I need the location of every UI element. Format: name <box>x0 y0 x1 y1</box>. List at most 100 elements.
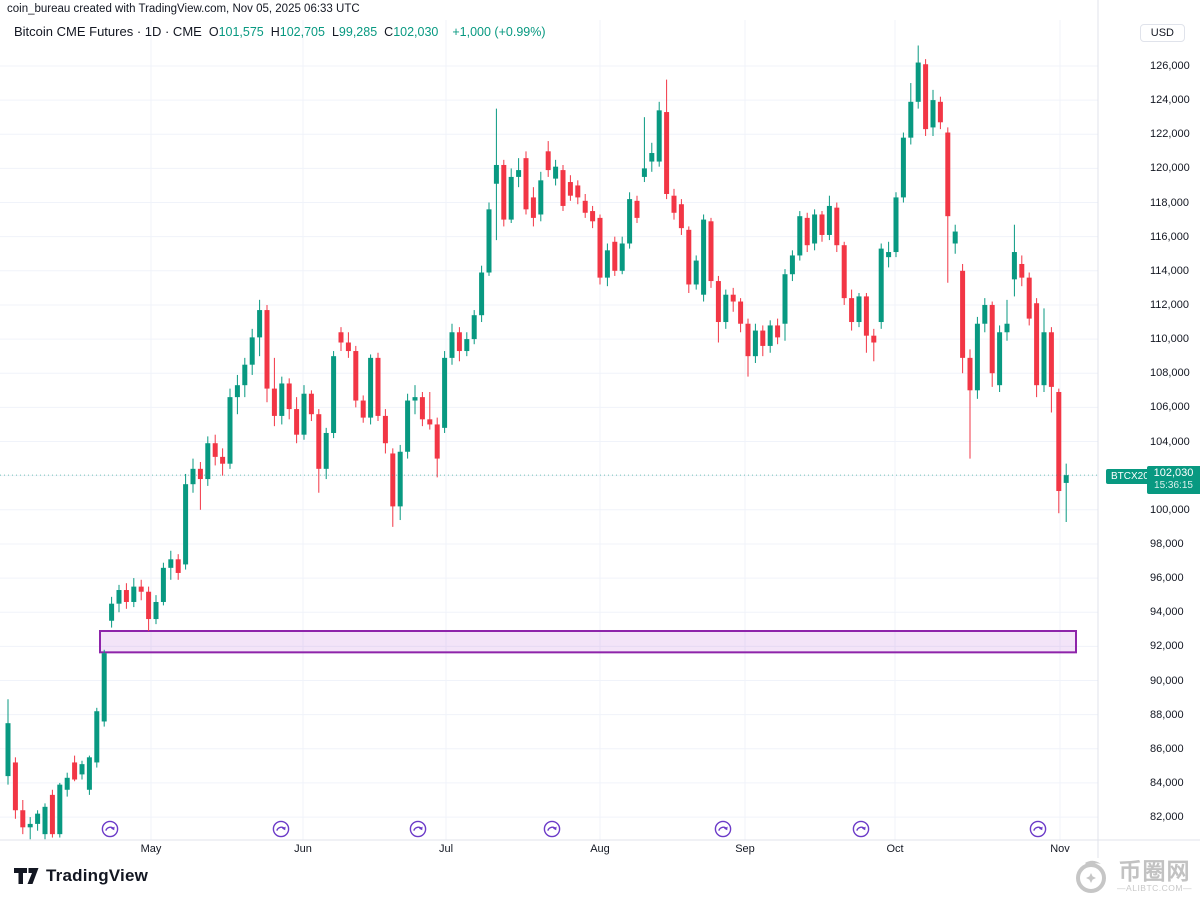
candle-up <box>812 209 818 251</box>
candle-up <box>619 236 625 275</box>
candle-up <box>982 298 988 333</box>
candle-up <box>789 250 795 282</box>
candle-down <box>863 293 869 353</box>
candle-up <box>782 269 788 341</box>
price-axis-label: 118,000 <box>1150 196 1189 209</box>
candle-down <box>708 217 714 288</box>
ohlc-l-value: L99,285 <box>331 24 378 39</box>
time-axis-label-nov: Nov <box>1050 843 1070 855</box>
candle-up <box>627 192 633 249</box>
tradingview-logo[interactable]: TradingView <box>14 866 148 886</box>
candle-up <box>234 374 240 415</box>
contract-switch-icon[interactable] <box>714 820 732 838</box>
candle-up <box>900 132 906 203</box>
candle-down <box>960 263 966 374</box>
price-axis-label: 82,000 <box>1150 811 1184 824</box>
candle-up <box>94 707 100 768</box>
candle-up <box>893 192 899 258</box>
candle-up <box>397 444 403 521</box>
candle-up <box>412 385 418 415</box>
candle-up <box>35 810 41 831</box>
candle-down <box>560 164 566 212</box>
candle-down <box>582 193 588 218</box>
candle-down <box>360 395 366 423</box>
candle-up <box>368 354 374 425</box>
candle-up <box>797 211 803 261</box>
candle-up <box>57 782 63 838</box>
candle-up <box>952 224 958 254</box>
time-axis-label-jul: Jul <box>438 843 454 855</box>
contract-switch-icon[interactable] <box>1029 820 1047 838</box>
candle-down <box>967 349 973 459</box>
candle-down <box>545 141 551 177</box>
candle-down <box>738 298 744 333</box>
candle-up <box>331 351 337 439</box>
candle-up <box>479 265 485 323</box>
candle-down <box>1056 388 1062 514</box>
symbol-legend[interactable]: Bitcoin CME Futures · 1D · CME O101,575 H… <box>14 24 546 39</box>
candle-down <box>434 417 440 478</box>
candle-up <box>442 351 448 433</box>
candle-up <box>168 550 174 580</box>
candle-down <box>264 304 270 403</box>
candle-down <box>197 462 203 510</box>
currency-toggle-button[interactable]: USD <box>1139 24 1185 42</box>
candle-up <box>915 45 921 109</box>
candle-down <box>1026 272 1032 326</box>
candle-down <box>338 327 344 352</box>
candle-up <box>553 159 559 186</box>
candle-up <box>1041 308 1047 393</box>
candle-down <box>678 199 684 235</box>
candle-down <box>834 202 840 253</box>
candle-down <box>175 554 181 580</box>
candle-down <box>353 345 359 408</box>
symbol-title[interactable]: Bitcoin CME Futures · 1D · CME <box>14 24 202 39</box>
price-axis-label: 96,000 <box>1150 572 1184 585</box>
contract-switch-icon[interactable] <box>543 820 561 838</box>
candle-down <box>664 79 670 200</box>
watermark-logo-icon <box>1076 860 1107 893</box>
contract-switch-icon[interactable] <box>409 820 427 838</box>
candle-down <box>612 236 618 276</box>
chart-attribution: coin_bureau created with TradingView.com… <box>7 3 360 15</box>
ohlc-h-value: H102,705 <box>270 24 325 39</box>
candle-down <box>427 392 433 430</box>
contract-switch-icon[interactable] <box>852 820 870 838</box>
watermark-title: 币圈网 <box>1118 858 1191 884</box>
candle-down <box>419 392 425 427</box>
tradingview-logo-text: TradingView <box>46 866 149 885</box>
candle-down <box>294 397 300 444</box>
candle-up <box>101 649 107 727</box>
candle-up <box>42 803 48 840</box>
candle-up <box>767 320 773 353</box>
contract-switch-icon[interactable] <box>101 820 119 838</box>
candle-up <box>997 325 1003 393</box>
candle-down <box>382 409 388 454</box>
candle-down <box>945 127 951 283</box>
candle-down <box>745 318 751 377</box>
candle-down <box>49 789 55 838</box>
candle-down <box>671 188 677 220</box>
candle-down <box>523 151 529 215</box>
candle-down <box>715 275 721 343</box>
candle-down <box>20 799 26 835</box>
candle-up <box>930 89 936 136</box>
candle-up <box>301 385 307 440</box>
candle-up <box>1063 463 1069 523</box>
support-zone-rectangle[interactable] <box>99 629 1077 654</box>
price-axis-label: 106,000 <box>1150 401 1190 414</box>
candle-up <box>249 328 255 375</box>
candle-up <box>323 427 329 480</box>
time-axis-label-aug: Aug <box>590 843 610 855</box>
candle-up <box>116 584 122 613</box>
candle-up <box>649 142 655 172</box>
price-axis-label: 104,000 <box>1150 435 1190 448</box>
candle-up <box>183 473 189 570</box>
price-axis-label: 110,000 <box>1150 333 1189 346</box>
candlestick-chart[interactable] <box>0 0 1200 858</box>
candle-up <box>701 214 707 302</box>
candle-down <box>390 448 396 527</box>
price-axis-label: 124,000 <box>1150 94 1190 107</box>
contract-switch-icon[interactable] <box>272 820 290 838</box>
